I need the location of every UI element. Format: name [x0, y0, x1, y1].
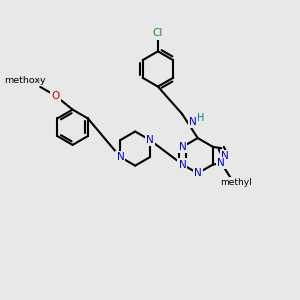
Text: methyl: methyl [220, 178, 251, 187]
Text: methoxy: methoxy [4, 76, 46, 85]
Text: N: N [116, 152, 124, 162]
Text: N: N [221, 151, 229, 161]
Text: N: N [194, 168, 202, 178]
Text: Cl: Cl [153, 28, 163, 38]
Text: H: H [197, 113, 204, 123]
Text: N: N [189, 117, 197, 127]
Text: O: O [51, 91, 60, 101]
Text: methoxy: methoxy [37, 80, 43, 81]
Text: N: N [218, 158, 225, 168]
Text: N: N [178, 160, 186, 170]
Text: N: N [146, 135, 154, 145]
Text: N: N [178, 142, 186, 152]
